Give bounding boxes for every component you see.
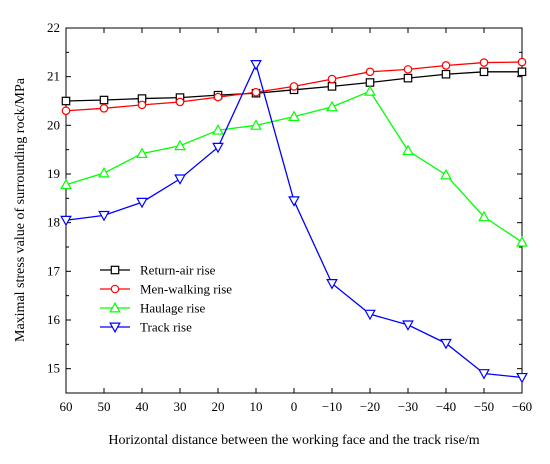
x-tick-label: 10 (250, 399, 263, 414)
data-point (441, 69, 451, 79)
x-tick-label: −50 (474, 399, 494, 414)
data-point (250, 60, 262, 71)
data-point (136, 197, 148, 209)
series-3 (60, 60, 528, 384)
x-tick-label: −20 (360, 399, 380, 414)
data-point (250, 119, 262, 130)
data-point (288, 110, 300, 122)
data-point (213, 92, 223, 102)
data-point (441, 61, 451, 70)
legend-marker (109, 322, 121, 334)
series-2 (60, 85, 528, 247)
y-axis-title: Maximal stress value of surrounding rock… (13, 77, 28, 342)
x-tick-label: −60 (512, 399, 532, 414)
y-tick-label: 19 (47, 166, 60, 181)
data-point (98, 166, 110, 178)
y-tick-label: 15 (47, 361, 60, 376)
y-axis: 15 16 17 18 19 20 21 22 (47, 20, 522, 394)
x-tick-label: 30 (174, 399, 187, 414)
data-point (326, 100, 338, 112)
data-point (175, 97, 185, 107)
data-point (137, 100, 147, 110)
data-point (61, 96, 71, 106)
data-point (99, 104, 109, 113)
legend: Return-air rise Men-walking rise Haulage r… (100, 263, 232, 335)
data-point (61, 106, 71, 116)
x-axis-title: Horizontal distance between the working … (108, 433, 479, 448)
data-point (251, 87, 261, 97)
data-point (99, 95, 109, 105)
x-tick-label: −40 (436, 399, 456, 414)
data-point (364, 309, 376, 321)
data-point (440, 168, 452, 180)
legend-marker (110, 265, 120, 275)
data-point (288, 196, 300, 207)
data-point (517, 57, 527, 67)
legend-label: Haulage rise (140, 301, 206, 316)
data-point (212, 124, 224, 135)
data-point (365, 67, 375, 77)
data-point (479, 58, 489, 67)
legend-marker (110, 284, 120, 294)
data-point (364, 85, 376, 96)
x-tick-label: −10 (322, 399, 342, 414)
data-point (403, 65, 413, 74)
data-point (478, 369, 490, 380)
series-1 (61, 57, 527, 116)
data-point (212, 142, 224, 154)
data-point (402, 320, 414, 331)
x-tick-label: −30 (398, 399, 418, 414)
x-tick-label: 0 (291, 399, 298, 414)
x-tick-label: 50 (98, 399, 111, 414)
legend-label: Men-walking rise (140, 282, 232, 297)
data-point (516, 372, 528, 384)
data-point (60, 215, 72, 227)
x-tick-label: 60 (60, 399, 73, 414)
data-point (516, 236, 528, 247)
x-axis: 60 50 40 30 20 10 0 −10 −20 −30 −40 −50 −60 (60, 28, 532, 414)
data-point (136, 147, 148, 159)
legend-label: Track rise (140, 320, 192, 335)
y-tick-label: 22 (47, 20, 60, 35)
data-point (326, 279, 338, 290)
x-tick-label: 40 (136, 399, 149, 414)
data-point (403, 73, 413, 83)
data-point (402, 144, 414, 156)
y-tick-label: 21 (47, 69, 60, 84)
data-point (327, 74, 337, 84)
data-point (327, 82, 337, 91)
data-point (289, 82, 299, 91)
data-point (60, 178, 72, 190)
data-point (365, 78, 375, 87)
y-tick-label: 18 (47, 215, 60, 230)
legend-label: Return-air rise (140, 263, 216, 278)
legend-marker (109, 301, 121, 313)
x-tick-label: 20 (212, 399, 225, 414)
y-tick-label: 16 (47, 312, 61, 327)
data-point (174, 139, 186, 151)
data-point (479, 67, 489, 77)
series-layer (60, 57, 528, 384)
data-point (440, 338, 452, 350)
data-point (517, 67, 527, 77)
data-point (174, 174, 186, 185)
y-tick-label: 20 (47, 117, 60, 132)
data-point (98, 210, 110, 222)
data-point (478, 210, 490, 222)
y-tick-label: 17 (47, 263, 61, 278)
